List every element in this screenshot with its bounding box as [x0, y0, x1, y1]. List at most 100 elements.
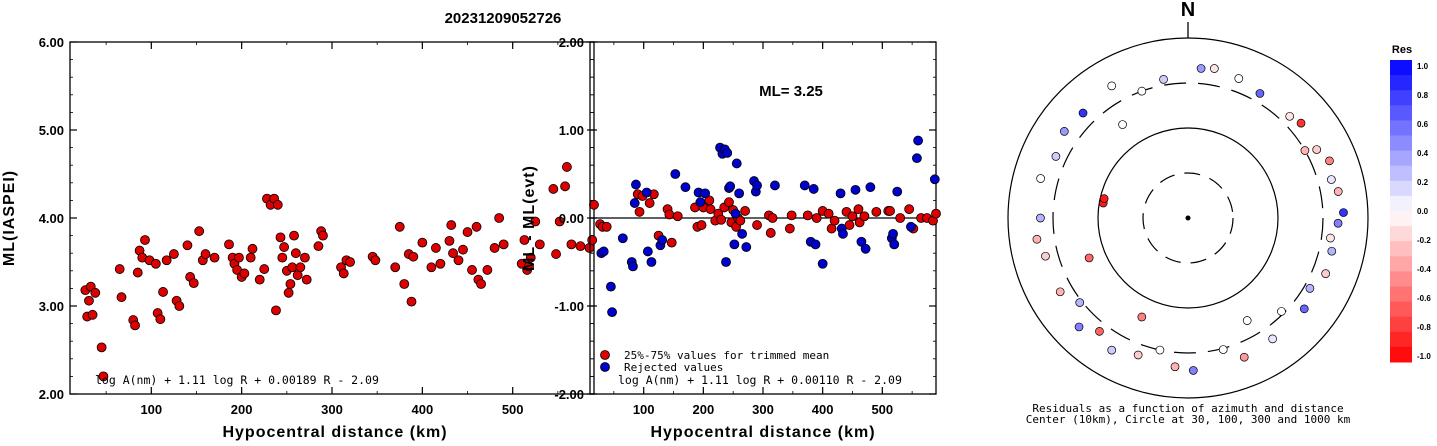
trimmed-value-point [784, 223, 795, 234]
ml-iaspei-point [245, 252, 256, 263]
rejected-value-point [850, 184, 861, 195]
station-residual-point [1041, 251, 1050, 261]
ml-iaspei-xtick-label: 400 [411, 402, 433, 417]
colorbar-swatch [1390, 286, 1412, 303]
rejected-value-point [721, 257, 731, 267]
station-residual-point [1218, 345, 1228, 354]
rejected-value-point [913, 135, 924, 146]
colorbar-swatch [1390, 195, 1412, 212]
rejected-value-point [631, 179, 641, 190]
ml-iaspei-point [150, 258, 161, 269]
station-residual-point [1299, 304, 1309, 314]
station-residual-point [1326, 233, 1335, 243]
ml-residual-ylabel: ML - ML(evt) [521, 165, 538, 271]
colorbar-swatches: 1.0 0.8 0.6 0.4 0.2 0.0 -0.2 -0.4 -0.6 -0.8 -1.0 [1390, 60, 1431, 363]
colorbar-tick-label: 0.2 [1417, 178, 1429, 187]
ml-iaspei-point [84, 295, 94, 306]
legend-rejected-label: Rejected values [624, 361, 723, 374]
rejected-value-point [810, 239, 821, 250]
rejected-value-point [889, 239, 900, 250]
ml-iaspei-point [534, 239, 545, 250]
station-residual-point [1107, 345, 1117, 355]
colorbar-swatch [1390, 256, 1412, 272]
station-residual-point [1133, 350, 1143, 360]
station-residual-point [1055, 287, 1065, 297]
ml-residual-ytick-label: 1.00 [559, 123, 584, 138]
trimmed-value-point [931, 208, 941, 219]
station-residual-point [1327, 246, 1337, 256]
ml-iaspei-ytick-label: 5.00 [39, 123, 64, 138]
ml-iaspei-point [345, 257, 355, 267]
station-residual-point [1333, 187, 1343, 196]
ml-iaspei-point [519, 235, 530, 245]
colorbar-swatch [1390, 105, 1412, 121]
rejected-value-point [737, 228, 748, 239]
station-residual-point [1188, 366, 1198, 375]
station-residual-point [1159, 75, 1168, 84]
ml-residual-xtick-label: 200 [692, 402, 714, 417]
trimmed-value-point [724, 197, 734, 208]
colorbar-swatch [1390, 75, 1412, 91]
circle-300km [1052, 82, 1324, 354]
station-residual-point [1137, 86, 1147, 96]
colorbar-tick-label: -1.0 [1417, 352, 1431, 361]
ml-iaspei-point [87, 309, 98, 320]
station-residual-point [1196, 64, 1206, 73]
ml-iaspei-point [285, 279, 296, 289]
trimmed-value-point [871, 206, 882, 217]
trimmed-value-point [885, 206, 895, 216]
colorbar-swatch [1390, 271, 1412, 287]
rejected-value-point [835, 188, 846, 199]
ml-iaspei-ticks: 100 200 300 400 500 2.00 3.00 4.00 5.00 6.00 [39, 35, 594, 417]
ml-iaspei-point [182, 240, 193, 251]
station-residual-point [1277, 307, 1286, 316]
ml-iaspei-xtick-label: 200 [231, 402, 253, 417]
ml-iaspei-point [200, 249, 211, 259]
rejected-value-point [865, 182, 876, 193]
ml-iaspei-point [116, 292, 127, 303]
ml-iaspei-point [140, 235, 150, 245]
station-residual-point [1059, 127, 1069, 136]
ml-iaspei-point [530, 216, 541, 227]
colorbar-tick-label: -0.2 [1417, 236, 1431, 245]
ml-iaspei-point [299, 252, 310, 263]
rejected-value-point [912, 153, 922, 164]
ml-iaspei-point [462, 227, 473, 237]
station-residual-point [1118, 120, 1127, 129]
ml-iaspei-point [589, 199, 599, 210]
ml-residual-ticks: 100 200 300 400 500 -2.00 -1.00 0.00 1.00 2.00 [554, 35, 936, 417]
ml-iaspei-point [247, 243, 258, 254]
trimmed-value-point [765, 228, 776, 238]
colorbar-title: Res [1392, 44, 1412, 56]
ml-iaspei-point [289, 230, 299, 241]
ml-residual-points [595, 135, 941, 318]
ml-iaspei-point [161, 255, 172, 266]
ml-residual-ytick-label: 2.00 [559, 35, 584, 50]
ml-residual-ytick-label: -1.00 [554, 299, 584, 314]
station-residual-point [1084, 253, 1094, 263]
ml-iaspei-point [132, 267, 143, 278]
north-label: N [1181, 0, 1195, 21]
rejected-value-point [731, 158, 742, 169]
rejected-value-point [752, 180, 762, 191]
rejected-value-point [605, 281, 616, 292]
ml-iaspei-point [471, 221, 482, 232]
ml-iaspei-point [406, 296, 417, 307]
rejected-value-point [725, 181, 736, 192]
rejected-value-point [670, 169, 681, 179]
page-title: 20231209052726 [445, 10, 562, 27]
ml-iaspei-point [313, 241, 324, 252]
station-residual-point [1075, 298, 1085, 307]
station-residual-point [1107, 81, 1117, 91]
trimmed-value-point [735, 215, 746, 226]
ml-iaspei-point [96, 342, 107, 353]
ml-value-annotation: ML= 3.25 [759, 83, 823, 100]
ml-iaspei-chart: 100 200 300 400 500 2.00 3.00 4.00 5.00 6.00 log … [1, 35, 599, 441]
ml-iaspei-point [158, 287, 168, 297]
ml-iaspei-point [277, 252, 288, 263]
ml-iaspei-point [318, 230, 328, 241]
ml-iaspei-point [168, 249, 179, 259]
rejected-value-point [657, 235, 668, 245]
rejected-value-point [700, 188, 711, 199]
